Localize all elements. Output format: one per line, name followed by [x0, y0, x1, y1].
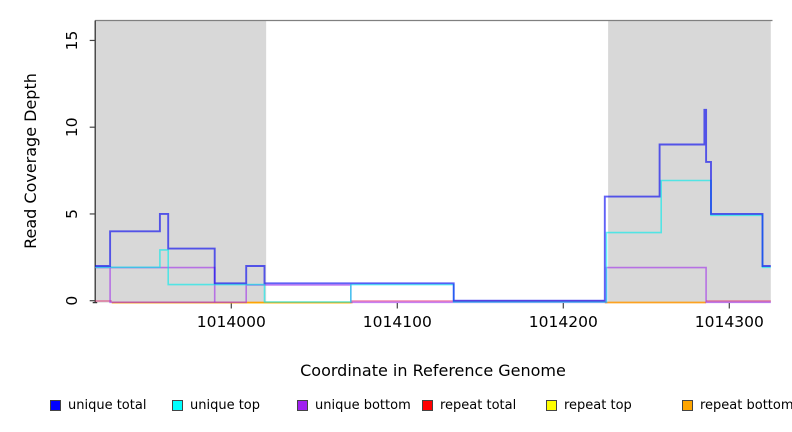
x-axis-label: Coordinate in Reference Genome — [300, 361, 566, 380]
legend-label: unique bottom — [315, 398, 411, 413]
legend-swatch-unique-top — [172, 400, 183, 411]
legend-swatch-repeat-top — [546, 400, 557, 411]
y-tick-label: 0 — [63, 296, 81, 306]
legend-label: repeat total — [440, 398, 517, 413]
legend-swatch-repeat-total — [422, 400, 433, 411]
masked-region-right — [608, 20, 771, 303]
legend-item-repeat-top: repeat top — [546, 398, 632, 413]
x-tick-label: 1014200 — [529, 313, 598, 331]
legend-item-unique-top: unique top — [172, 398, 260, 413]
legend-swatch-unique-total — [50, 400, 61, 411]
masked-region-left — [95, 20, 267, 303]
legend-item-repeat-bottom: repeat bottom — [682, 398, 792, 413]
legend-label: unique top — [190, 398, 261, 413]
y-tick-label: 10 — [63, 117, 81, 137]
legend-item-unique-bottom: unique bottom — [297, 398, 411, 413]
legend-item-repeat-total: repeat total — [422, 398, 516, 413]
legend-label: repeat top — [564, 398, 632, 413]
y-tick-label: 15 — [63, 31, 81, 51]
legend-swatch-unique-bottom — [297, 400, 308, 411]
x-tick-label: 1014100 — [363, 313, 432, 331]
legend-label: unique total — [68, 398, 147, 413]
legend-label: repeat bottom — [700, 398, 792, 413]
legend-item-unique-total: unique total — [50, 398, 146, 413]
legend-swatch-repeat-bottom — [682, 400, 693, 411]
y-tick-label: 5 — [63, 209, 81, 219]
series-unique-total — [95, 108, 771, 302]
legend: unique total unique top unique bottom re… — [0, 398, 792, 418]
y-axis-label: Read Coverage Depth — [21, 73, 40, 249]
x-tick-label: 1014000 — [197, 313, 266, 331]
x-tick-label: 1014300 — [695, 313, 764, 331]
